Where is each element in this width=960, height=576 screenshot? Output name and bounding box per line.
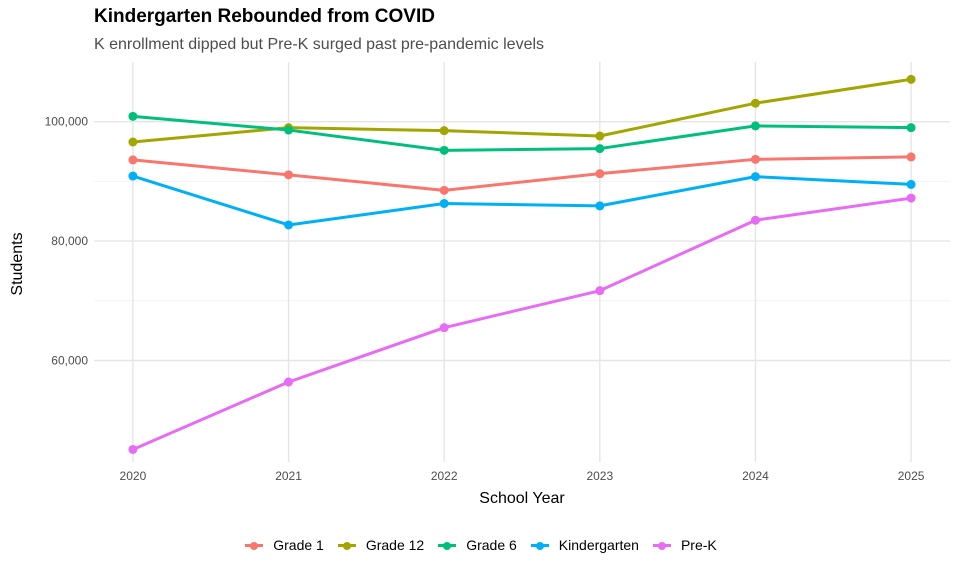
data-point-pre-k <box>439 323 449 333</box>
x-axis-title: School Year <box>479 490 565 507</box>
legend-label: Grade 1 <box>273 537 324 553</box>
y-tick-label: 100,000 <box>45 115 89 129</box>
data-point-grade-12 <box>750 98 760 108</box>
y-axis-title: Students <box>9 232 26 295</box>
data-point-kindergarten <box>906 179 916 189</box>
data-point-pre-k <box>906 193 916 203</box>
legend-item-grade-1: Grade 1 <box>243 537 324 553</box>
data-point-grade-12 <box>595 131 605 141</box>
data-point-grade-1 <box>128 155 138 165</box>
data-point-pre-k <box>128 444 138 454</box>
x-tick-label: 2022 <box>431 469 458 483</box>
legend-label: Kindergarten <box>558 537 639 553</box>
gridlines <box>94 62 950 462</box>
data-point-grade-6 <box>284 125 294 135</box>
series-line-grade-12 <box>132 77 912 144</box>
y-axis-ticks: 60,000 80,000 100,000 <box>45 115 89 368</box>
x-tick-label: 2025 <box>898 469 925 483</box>
data-point-kindergarten <box>284 220 294 230</box>
legend-item-grade-12: Grade 12 <box>336 537 424 553</box>
data-point-pre-k <box>750 215 760 225</box>
y-tick-label: 60,000 <box>51 354 88 368</box>
series-line-kindergarten <box>132 174 912 227</box>
data-point-grade-1 <box>906 152 916 162</box>
x-tick-label: 2020 <box>120 469 147 483</box>
data-point-grade-6 <box>906 123 916 133</box>
y-tick-label: 80,000 <box>51 234 88 248</box>
legend-key-icon <box>243 538 265 552</box>
legend-item-grade-6: Grade 6 <box>436 537 517 553</box>
legend-label: Grade 12 <box>365 537 425 553</box>
data-point-grade-6 <box>439 145 449 155</box>
legend-key-icon <box>336 538 358 552</box>
data-point-grade-12 <box>906 74 916 84</box>
legend-item-pre-k: Pre-K <box>651 537 717 553</box>
x-tick-label: 2023 <box>586 469 613 483</box>
data-point-kindergarten <box>595 201 605 211</box>
legend: Grade 1 Grade 12 Grade 6 Kindergarten Pre-K <box>0 537 960 553</box>
legend-item-kindergarten: Kindergarten <box>529 537 639 553</box>
legend-label: Pre-K <box>680 537 717 553</box>
legend-label: Grade 6 <box>466 537 517 553</box>
series-lines <box>132 77 912 451</box>
data-point-grade-1 <box>750 154 760 164</box>
data-point-grade-12 <box>439 126 449 136</box>
data-point-kindergarten <box>750 172 760 182</box>
data-point-grade-6 <box>750 121 760 131</box>
series-points <box>128 74 916 454</box>
data-point-grade-6 <box>128 111 138 121</box>
x-tick-label: 2021 <box>275 469 302 483</box>
series-line-grade-1 <box>132 155 912 192</box>
data-point-grade-6 <box>595 144 605 154</box>
data-point-grade-12 <box>128 137 138 147</box>
data-point-pre-k <box>284 377 294 387</box>
legend-key-icon <box>529 538 551 552</box>
series-line-grade-6 <box>132 114 912 152</box>
x-tick-label: 2024 <box>742 469 769 483</box>
data-point-pre-k <box>595 286 605 296</box>
data-point-grade-1 <box>284 170 294 180</box>
x-axis-ticks: 2020 2021 2022 2023 2024 2025 <box>120 469 925 483</box>
data-point-kindergarten <box>439 198 449 208</box>
chart-title: Kindergarten Rebounded from COVID <box>94 6 435 27</box>
chart-subtitle: K enrollment dipped but Pre-K surged pas… <box>94 36 545 53</box>
data-point-grade-1 <box>595 169 605 179</box>
series-line-pre-k <box>132 196 912 451</box>
data-point-kindergarten <box>128 171 138 181</box>
legend-key-icon <box>436 538 458 552</box>
data-point-grade-1 <box>439 185 449 195</box>
legend-key-icon <box>651 538 673 552</box>
